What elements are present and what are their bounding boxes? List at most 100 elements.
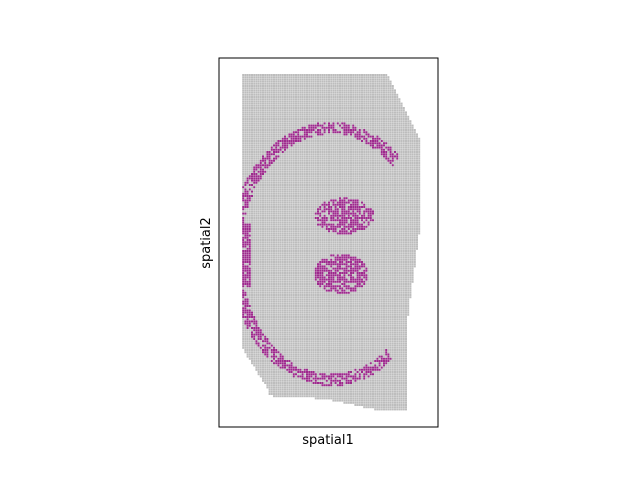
tissue-spot	[308, 80, 311, 83]
tissue-spot	[310, 120, 313, 123]
tissue-spot	[257, 93, 260, 96]
tissue-spot	[303, 146, 306, 149]
tissue-spot	[358, 89, 361, 92]
tissue-spot	[253, 223, 256, 226]
tissue-spot	[378, 214, 381, 217]
tissue-spot	[411, 203, 414, 206]
tissue-spot	[297, 208, 300, 211]
tissue-spot	[308, 201, 311, 204]
tissue-spot	[341, 78, 344, 81]
tissue-spot	[255, 98, 258, 101]
tissue-spot	[253, 76, 256, 79]
tissue-spot	[314, 109, 317, 112]
tissue-spot	[312, 111, 315, 114]
tissue-spot	[257, 201, 260, 204]
tissue-spot	[330, 131, 333, 134]
tissue-spot	[398, 98, 401, 101]
tissue-spot	[347, 89, 350, 92]
tissue-spot	[308, 78, 311, 81]
tissue-spot	[356, 155, 359, 158]
tissue-spot	[264, 212, 267, 215]
tissue-spot	[378, 192, 381, 195]
tissue-spot	[310, 228, 313, 230]
tissue-spot	[275, 188, 278, 191]
tissue-spot	[266, 146, 269, 149]
tissue-spot	[374, 214, 377, 217]
tissue-spot	[273, 219, 275, 222]
tissue-spot	[308, 102, 311, 105]
tissue-spot	[356, 140, 359, 142]
tissue-spot	[389, 206, 392, 208]
tissue-spot	[341, 225, 344, 228]
tissue-spot	[402, 175, 405, 178]
tissue-spot	[361, 173, 363, 175]
tissue-spot	[284, 74, 286, 76]
tissue-spot	[314, 137, 317, 140]
tissue-spot	[391, 107, 394, 109]
tissue-spot	[391, 230, 394, 233]
tissue-spot	[405, 168, 407, 171]
tissue-spot	[288, 118, 291, 120]
tissue-spot	[334, 113, 337, 116]
tissue-spot	[262, 201, 264, 204]
tissue-spot	[416, 135, 418, 138]
tissue-spot	[347, 177, 350, 180]
tissue-spot	[336, 188, 339, 191]
tissue-spot	[306, 170, 308, 173]
tissue-spot	[268, 76, 271, 79]
tissue-spot	[319, 93, 322, 96]
tissue-spot	[354, 104, 357, 107]
tissue-spot	[356, 177, 359, 180]
tissue-spot	[376, 175, 379, 178]
tissue-spot	[248, 122, 251, 125]
tissue-spot	[246, 214, 249, 217]
tissue-spot	[407, 195, 410, 197]
tissue-spot	[288, 129, 291, 131]
tissue-spot	[262, 197, 264, 200]
tissue-spot	[244, 177, 247, 180]
tissue-spot	[376, 206, 379, 208]
tissue-spot	[242, 111, 245, 114]
tissue-spot	[257, 98, 260, 101]
tissue-spot	[387, 184, 390, 186]
tissue-spot	[339, 217, 341, 219]
tissue-spot	[383, 76, 385, 79]
tissue-spot	[299, 122, 302, 125]
tissue-spot	[347, 197, 350, 200]
tissue-spot	[363, 201, 366, 204]
tissue-spot	[363, 96, 366, 98]
tissue-spot	[339, 181, 341, 184]
tissue-spot	[306, 195, 308, 197]
tissue-spot	[308, 137, 311, 140]
tissue-spot	[299, 219, 302, 222]
tissue-spot	[288, 210, 291, 213]
tissue-spot	[405, 155, 407, 158]
tissue-spot	[374, 78, 377, 81]
tissue-spot	[257, 197, 260, 200]
tissue-spot	[341, 82, 344, 85]
tissue-spot	[332, 91, 335, 94]
tissue-spot	[268, 140, 271, 142]
tissue-spot	[314, 100, 317, 103]
tissue-spot	[257, 162, 260, 164]
tissue-spot	[356, 192, 359, 195]
tissue-spot	[303, 102, 306, 105]
tissue-spot	[369, 148, 372, 151]
tissue-spot	[286, 225, 289, 228]
tissue-spot	[253, 85, 256, 87]
tissue-spot	[244, 76, 247, 79]
tissue-spot	[275, 214, 278, 217]
tissue-spot	[295, 113, 297, 116]
tissue-spot	[367, 82, 370, 85]
tissue-spot	[270, 210, 273, 213]
tissue-spot	[299, 199, 302, 202]
tissue-spot	[405, 170, 407, 173]
tissue-spot	[365, 177, 368, 180]
tissue-spot	[374, 210, 377, 213]
tissue-spot	[387, 137, 390, 140]
tissue-spot	[273, 230, 275, 233]
tissue-spot	[385, 225, 388, 228]
tissue-spot	[295, 223, 297, 226]
tissue-spot	[312, 115, 315, 118]
tissue-spot	[391, 206, 394, 208]
